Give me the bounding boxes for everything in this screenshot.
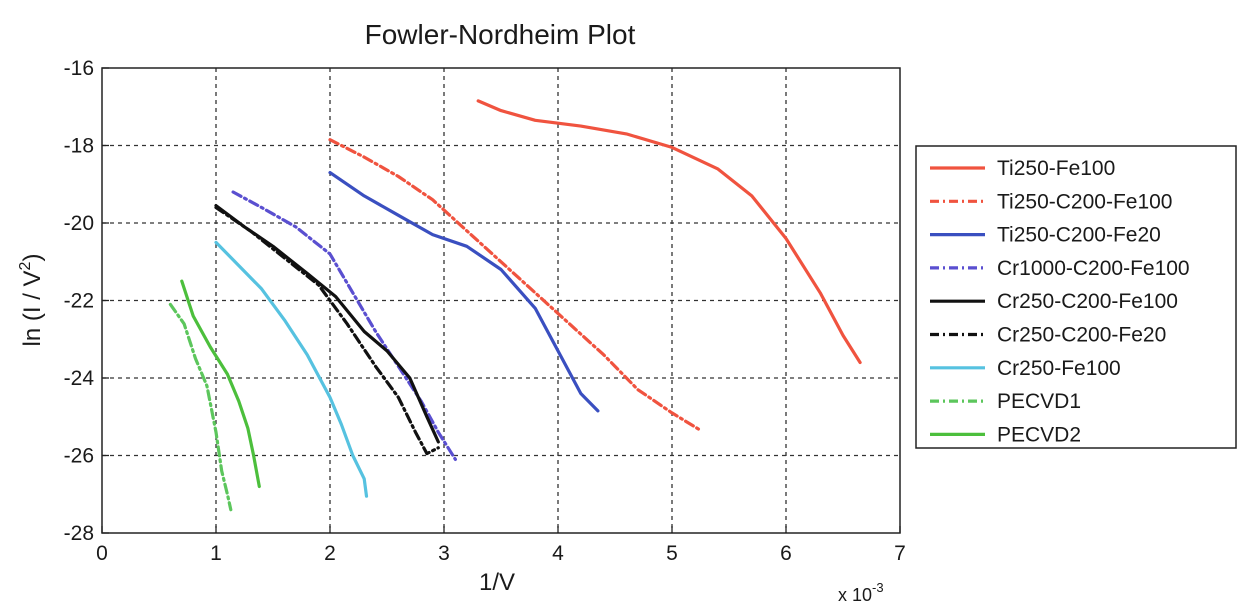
plot-series [168, 99, 862, 512]
series-line-ti250-fe100 [476, 99, 862, 365]
x-tick-label: 5 [666, 542, 678, 565]
legend-label-cr250-fe100: Cr250-Fe100 [997, 357, 1121, 380]
y-label-sup: 2 [17, 261, 34, 270]
x-tick-label: 2 [324, 542, 336, 565]
x-multiplier-exp: -3 [872, 580, 884, 595]
x-tick-label: 4 [552, 542, 564, 565]
y-label-main: ln (I / V [19, 270, 46, 346]
y-tick-label: -16 [64, 57, 94, 80]
y-tick-label: -22 [64, 290, 94, 313]
x-tick-label: 0 [96, 542, 108, 565]
x-axis-multiplier: x 10-3 [838, 580, 884, 605]
x-tick-label: 1 [210, 542, 222, 565]
legend-label-ti250-c200-fe100: Ti250-C200-Fe100 [997, 190, 1173, 213]
series-line-pecvd1 [168, 302, 233, 512]
x-ticks: 0 1 2 3 4 5 6 7 [96, 526, 906, 565]
legend-label-ti250-fe100: Ti250-Fe100 [997, 157, 1115, 180]
y-tick-label: -28 [64, 522, 94, 545]
y-tick-label: -26 [64, 445, 94, 468]
legend-label-ti250-c200-fe20: Ti250-C200-Fe20 [997, 224, 1161, 247]
y-tick-label: -20 [64, 212, 94, 235]
legend-label-pecvd2: PECVD2 [997, 423, 1081, 446]
series-line-cr250-c200-fe20 [214, 205, 440, 456]
x-axis-label: 1/V [479, 569, 515, 596]
chart-title: Fowler-Nordheim Plot [365, 19, 636, 50]
legend: Ti250-Fe100 Ti250-C200-Fe100 Ti250-C200-Fe… [915, 145, 1237, 449]
grid [102, 68, 900, 533]
y-tick-label: -24 [64, 367, 95, 390]
plot-frame [101, 67, 901, 534]
y-tick-label: -18 [64, 135, 94, 158]
x-multiplier-base: x 10 [838, 585, 872, 605]
x-tick-label: 6 [780, 542, 792, 565]
x-tick-label: 7 [894, 542, 906, 565]
legend-label-pecvd1: PECVD1 [997, 390, 1081, 413]
series-line-cr250-c200-fe100 [214, 204, 440, 444]
series-line-cr250-fe100 [214, 240, 369, 498]
y-ticks: -16 -18 -20 -22 -24 -26 -28 [64, 57, 109, 545]
legend-label-cr250-c200-fe100: Cr250-C200-Fe100 [997, 290, 1178, 313]
legend-label-cr250-c200-fe20: Cr250-C200-Fe20 [997, 324, 1166, 347]
y-axis-label: ln (I / V2) [17, 254, 46, 347]
x-tick-label: 3 [438, 542, 450, 565]
series-line-ti250-c200-fe20 [328, 171, 600, 413]
series-line-cr1000-c200-fe100 [231, 190, 457, 461]
legend-box [915, 145, 1237, 449]
y-label-end: ) [19, 254, 46, 262]
series-line-pecvd2 [180, 279, 261, 489]
series-line-ti250-c200-fe100 [328, 138, 703, 432]
legend-label-cr1000-c200-fe100: Cr1000-C200-Fe100 [997, 257, 1190, 280]
legend-entries: Ti250-Fe100 Ti250-C200-Fe100 Ti250-C200-Fe… [930, 157, 1190, 446]
